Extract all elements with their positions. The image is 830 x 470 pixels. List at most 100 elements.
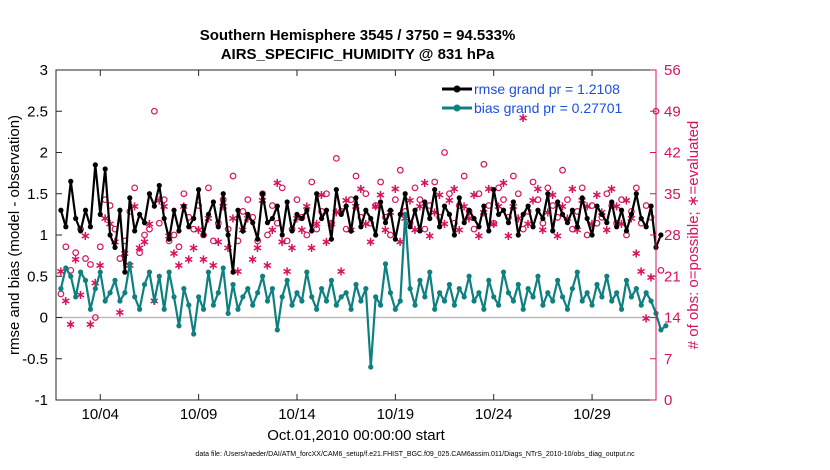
- rmse-point: [63, 224, 69, 230]
- bias-point: [205, 269, 212, 275]
- obs-possible-marker: [323, 190, 330, 198]
- rmse-point: [609, 199, 615, 205]
- obs-evaluated-marker: ∗: [331, 205, 342, 220]
- bias-point: [112, 277, 118, 283]
- rmse-point: [550, 228, 556, 234]
- obs-evaluated-marker: ∗: [173, 258, 184, 273]
- bias-point: [618, 306, 625, 312]
- rmse-point: [117, 207, 123, 213]
- rmse-point: [412, 207, 418, 213]
- obs-possible-marker: [347, 196, 355, 204]
- bias-point: [491, 294, 497, 300]
- rmse-point: [156, 182, 162, 189]
- bias-point: [545, 290, 551, 296]
- bias-point: [599, 294, 605, 300]
- rmse-point: [628, 211, 635, 217]
- rmse-point: [255, 236, 261, 242]
- obs-evaluated-marker: ∗: [267, 223, 278, 238]
- obs-evaluated-marker: ∗: [616, 217, 627, 232]
- chart-title-line-2: AIRS_SPECIFIC_HUMIDITY @ 831 hPa: [220, 46, 495, 63]
- bias-point: [122, 290, 128, 296]
- rmse-point: [476, 224, 482, 230]
- obs-possible-marker: [480, 160, 488, 168]
- rmse-point: [432, 187, 438, 193]
- obs-evaluated-marker: ∗: [188, 241, 199, 256]
- rmse-point: [500, 207, 507, 213]
- obs-evaluated-marker: ∗: [242, 211, 253, 226]
- y-tick-label-right: 28: [664, 227, 681, 244]
- obs-possible-marker: [632, 184, 640, 192]
- bias-point: [589, 302, 595, 308]
- obs-evaluated-marker: ∗: [316, 188, 327, 203]
- bias-point: [461, 294, 467, 300]
- y-tick-label-left: -0.5: [22, 351, 48, 368]
- rmse-point: [540, 215, 546, 222]
- x-tick-label: 10/24: [475, 406, 513, 423]
- obs-possible-marker: [391, 196, 399, 204]
- obs-evaluated-marker: ∗: [582, 200, 593, 215]
- bias-point: [338, 294, 344, 300]
- rmse-point: [215, 224, 221, 230]
- rmse-point: [643, 224, 649, 230]
- bias-point: [555, 277, 561, 283]
- bias-point: [353, 281, 359, 288]
- obs-evaluated-marker: ∗: [424, 229, 435, 244]
- obs-evaluated-marker: ∗: [478, 205, 489, 220]
- bias-point: [623, 277, 630, 283]
- legend-bias-marker: [453, 104, 461, 112]
- obs-evaluated-marker: ∗: [464, 211, 475, 226]
- obs-possible-marker: [190, 225, 198, 233]
- bias-point: [137, 306, 143, 312]
- bias-point: [250, 302, 256, 308]
- rmse-point: [574, 224, 580, 230]
- obs-evaluated-marker: ∗: [70, 253, 81, 268]
- obs-evaluated-marker: ∗: [552, 229, 563, 244]
- obs-evaluated-marker: ∗: [80, 229, 91, 244]
- bias-point: [97, 269, 103, 275]
- y-tick-label-right: 35: [664, 186, 681, 203]
- obs-possible-marker: [411, 184, 419, 192]
- bias-point: [363, 286, 369, 292]
- rmse-point: [427, 215, 433, 222]
- bias-point: [466, 273, 472, 279]
- rmse-point: [343, 203, 349, 209]
- y-tick-label-left: 1: [40, 227, 48, 244]
- bias-point: [92, 286, 98, 292]
- obs-possible-marker: [141, 231, 148, 239]
- obs-evaluated-marker: ∗: [183, 253, 194, 268]
- rmse-point: [102, 166, 108, 172]
- rmse-point: [137, 211, 143, 217]
- rmse-point: [269, 215, 275, 222]
- bias-point: [579, 298, 585, 304]
- obs-possible-marker: [209, 237, 217, 245]
- obs-evaluated-marker: ∗: [169, 247, 180, 262]
- bias-point: [446, 281, 453, 288]
- obs-possible-marker: [495, 184, 503, 192]
- bias-point: [82, 277, 89, 283]
- bias-point: [486, 277, 492, 283]
- bias-point: [456, 286, 462, 292]
- obs-evaluated-marker: ∗: [488, 217, 499, 232]
- bias-point: [658, 327, 664, 333]
- bias-point: [333, 302, 339, 308]
- bias-point: [314, 306, 320, 312]
- rmse-point: [259, 191, 266, 197]
- obs-evaluated-marker: ∗: [375, 188, 386, 203]
- obs-possible-marker: [657, 266, 665, 274]
- bias-point: [358, 298, 364, 304]
- rmse-point: [264, 220, 271, 226]
- obs-possible-marker: [578, 184, 586, 192]
- obs-evaluated-marker: ∗: [247, 253, 258, 268]
- obs-possible-marker: [490, 219, 498, 227]
- rmse-point: [594, 203, 600, 209]
- obs-evaluated-marker: ∗: [292, 211, 303, 226]
- rmse-point: [584, 215, 590, 222]
- obs-possible-marker: [146, 225, 153, 233]
- obs-possible-marker: [603, 190, 611, 198]
- rmse-point: [328, 236, 335, 242]
- rmse-point: [471, 215, 477, 222]
- obs-possible-marker: [460, 172, 468, 180]
- bias-point: [225, 310, 231, 316]
- bias-point: [240, 294, 246, 300]
- rmse-point: [648, 203, 654, 209]
